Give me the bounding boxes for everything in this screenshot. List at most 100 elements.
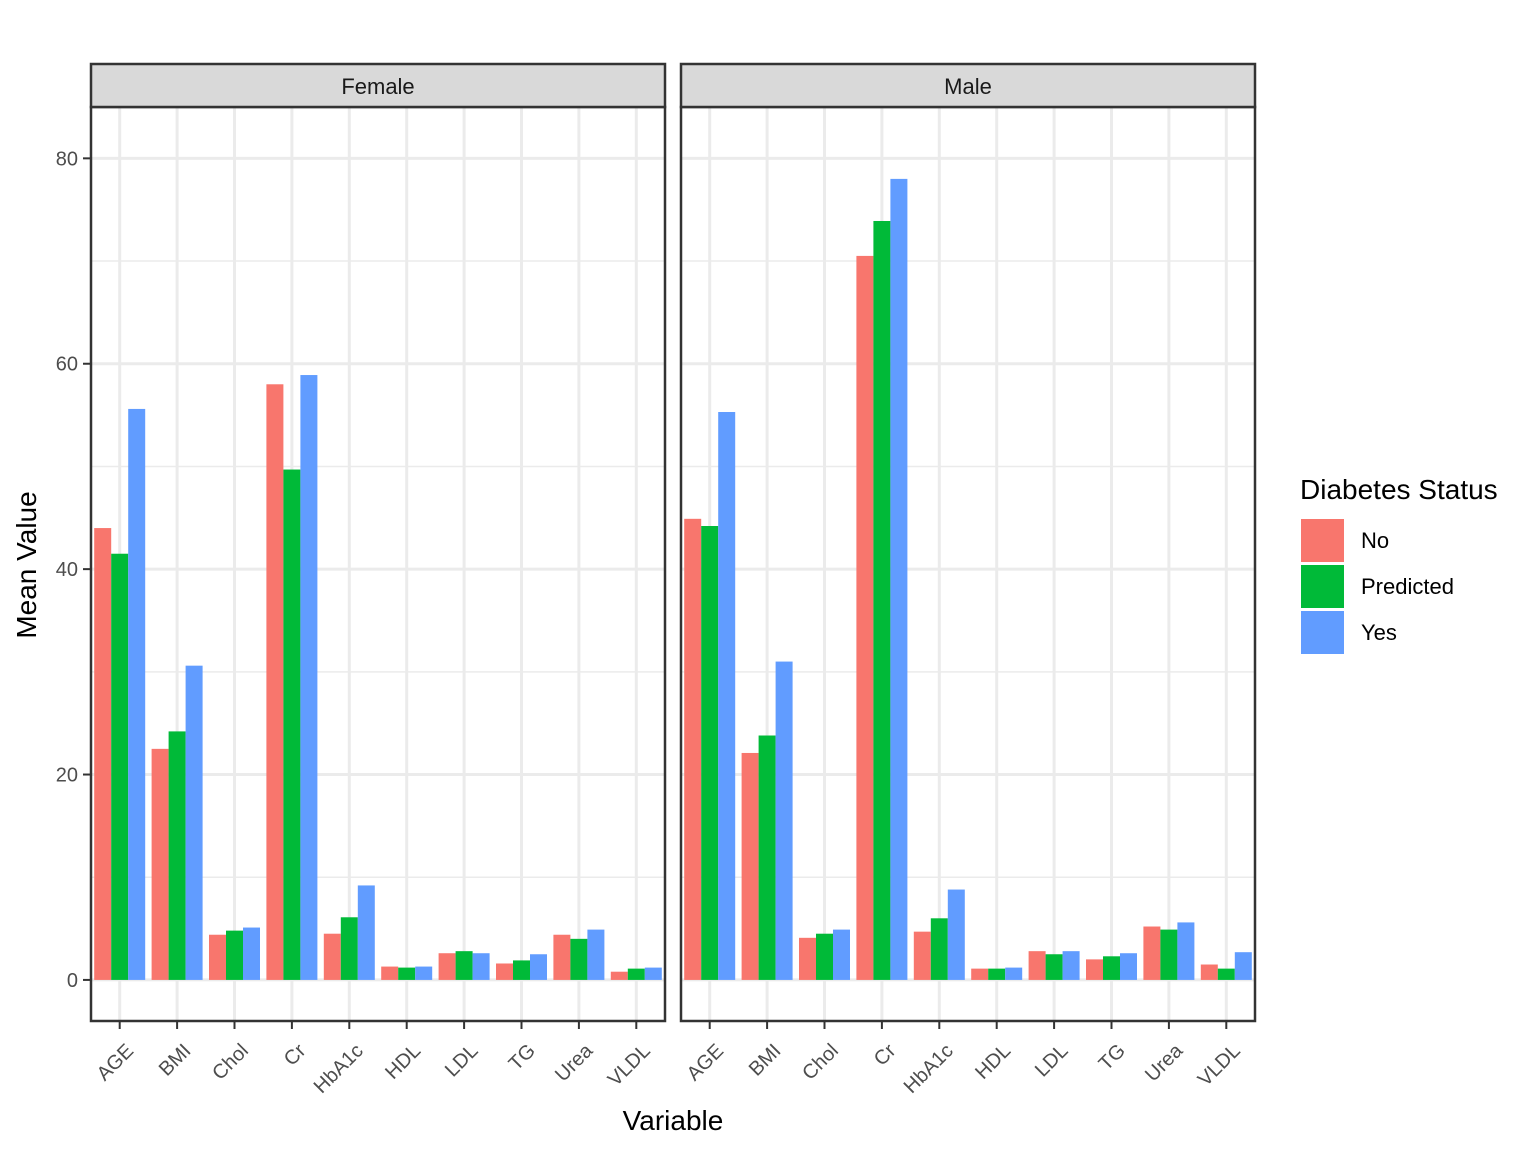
x-tick-label: AGE	[93, 1040, 138, 1085]
bar-female-tg-predicted	[513, 960, 530, 980]
x-tick-label: AGE	[683, 1040, 728, 1085]
bar-male-urea-predicted	[1160, 929, 1178, 980]
bar-male-bmi-predicted	[758, 735, 776, 980]
bar-female-ldl-yes	[472, 953, 490, 980]
x-tick-label: VLDL	[604, 1040, 655, 1091]
bar-male-hdl-predicted	[988, 968, 1006, 980]
bar-male-urea-no	[1143, 926, 1161, 980]
x-tick-label: Urea	[1141, 1039, 1188, 1086]
bar-male-tg-yes	[1120, 953, 1137, 980]
bar-male-cr-yes	[890, 178, 908, 980]
bar-male-hba1c-no	[913, 931, 931, 980]
bar-female-bmi-yes	[185, 665, 203, 980]
bar-male-hba1c-yes	[947, 889, 965, 980]
x-tick-label: BMI	[745, 1040, 786, 1081]
y-axis-title: Mean Value	[11, 491, 42, 638]
bar-female-ldl-predicted	[455, 951, 473, 980]
bar-male-urea-yes	[1177, 922, 1195, 980]
bar-female-vldl-yes	[644, 967, 662, 980]
bar-female-chol-yes	[243, 927, 260, 980]
x-tick-label: HDL	[381, 1040, 425, 1084]
x-tick-label: HbA1c	[310, 1040, 368, 1098]
y-tick-label: 0	[67, 970, 78, 992]
x-tick-label: HbA1c	[900, 1040, 958, 1098]
x-tick-label: Chol	[798, 1040, 843, 1085]
legend-title: Diabetes Status	[1300, 474, 1498, 505]
bar-male-ldl-no	[1028, 951, 1046, 980]
bar-female-cr-no	[266, 384, 284, 980]
bar-female-hdl-yes	[415, 966, 433, 980]
legend-key-predicted	[1301, 565, 1344, 608]
x-tick-label: Chol	[208, 1040, 253, 1085]
x-tick-label: BMI	[155, 1040, 196, 1081]
bar-female-urea-predicted	[570, 938, 588, 980]
legend-label-no: No	[1361, 528, 1389, 553]
bar-female-chol-no	[209, 934, 226, 980]
bar-male-hdl-yes	[1005, 967, 1023, 980]
bar-female-chol-predicted	[226, 930, 243, 980]
legend-label-yes: Yes	[1361, 620, 1397, 645]
x-tick-label: Cr	[280, 1040, 311, 1071]
bar-male-bmi-yes	[775, 661, 793, 980]
bar-male-ldl-yes	[1062, 951, 1080, 980]
bar-male-vldl-yes	[1234, 952, 1252, 980]
bar-male-tg-predicted	[1103, 956, 1120, 980]
bar-female-vldl-predicted	[627, 968, 645, 980]
legend-key-yes	[1301, 611, 1344, 654]
bar-female-age-predicted	[111, 553, 129, 980]
bar-male-bmi-no	[741, 752, 759, 980]
bar-female-hba1c-predicted	[340, 917, 358, 980]
bar-male-chol-predicted	[816, 933, 833, 980]
bar-male-cr-predicted	[873, 220, 891, 980]
bar-female-age-yes	[128, 408, 146, 980]
bar-male-chol-yes	[833, 929, 850, 980]
y-tick-label: 60	[56, 354, 78, 376]
facet-strip-label: Male	[944, 74, 992, 99]
x-tick-label: LDL	[441, 1040, 483, 1082]
bar-female-tg-no	[496, 963, 513, 980]
x-tick-label: HDL	[971, 1040, 1015, 1084]
bar-female-cr-predicted	[283, 469, 301, 980]
bar-female-hdl-predicted	[398, 967, 416, 980]
x-tick-label: Urea	[551, 1039, 598, 1086]
facet-strip	[679, 62, 1257, 109]
bar-female-hba1c-yes	[357, 885, 375, 980]
x-tick-label: LDL	[1031, 1040, 1073, 1082]
bar-male-vldl-predicted	[1217, 968, 1235, 980]
bar-female-age-no	[94, 528, 112, 980]
bar-female-ldl-no	[438, 953, 456, 980]
x-tick-label: TG	[1095, 1040, 1130, 1075]
legend-key-no	[1301, 519, 1344, 562]
bar-male-chol-no	[799, 937, 816, 980]
bar-male-age-no	[684, 518, 702, 980]
bar-male-cr-no	[856, 255, 874, 980]
bar-female-cr-yes	[300, 375, 318, 980]
bar-female-urea-no	[553, 934, 571, 980]
y-tick-label: 40	[56, 559, 78, 581]
x-tick-label: VLDL	[1194, 1040, 1245, 1091]
y-tick-label: 80	[56, 148, 78, 170]
bar-female-hba1c-no	[323, 933, 341, 980]
bar-male-age-predicted	[701, 526, 719, 980]
bar-female-vldl-no	[610, 971, 628, 980]
bar-male-ldl-predicted	[1045, 954, 1063, 980]
facet-strip-label: Female	[341, 74, 414, 99]
bar-male-vldl-no	[1200, 964, 1218, 980]
bar-male-age-yes	[718, 412, 736, 980]
y-tick-label: 20	[56, 765, 78, 787]
x-axis-title: Variable	[623, 1105, 724, 1136]
bar-female-hdl-no	[381, 966, 399, 980]
bar-female-bmi-no	[151, 748, 169, 980]
bar-female-bmi-predicted	[168, 731, 186, 980]
x-tick-label: TG	[505, 1040, 540, 1075]
bar-female-urea-yes	[587, 929, 605, 980]
bar-female-tg-yes	[530, 954, 547, 980]
facet-strip	[89, 62, 667, 109]
bar-male-hba1c-predicted	[930, 918, 948, 980]
x-tick-label: Cr	[870, 1040, 901, 1071]
legend-label-predicted: Predicted	[1361, 574, 1454, 599]
bar-male-hdl-no	[971, 968, 989, 980]
bar-male-tg-no	[1086, 959, 1103, 980]
